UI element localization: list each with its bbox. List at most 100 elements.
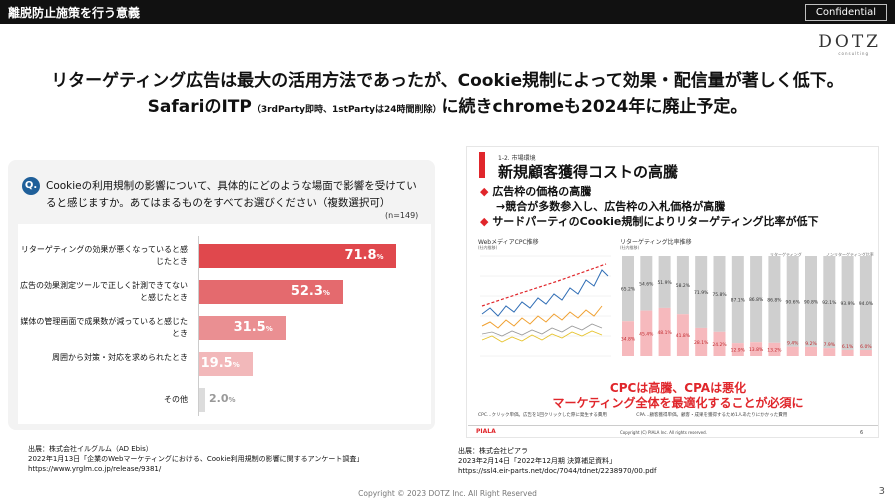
diamond-icon: ◆ — [480, 185, 489, 198]
retarget-label: 13.8% — [749, 347, 764, 353]
retarget-segment — [750, 342, 763, 356]
legend-non-retarget: ノンリターゲティング比率 — [826, 252, 874, 257]
bar-value-unit: % — [265, 325, 273, 333]
bullet-1: ◆ 広告枠の価格の高騰 — [480, 183, 591, 199]
non-retarget-segment — [750, 256, 763, 343]
bar-label: 媒体の管理画面で成果数が減っていると感じたとき — [20, 317, 188, 338]
source-right-line-2: 2023年2月14日「2022年12月期 決算補足資料」 — [458, 457, 617, 465]
sample-size: (n=149) — [385, 211, 419, 220]
retarget-segment — [786, 346, 799, 356]
bullet-2-text: サードパーティのCookie規制によりリターゲティング比率が低下 — [492, 215, 819, 228]
bar-value-number: 71.8 — [344, 248, 377, 263]
confidential-badge: Confidential — [805, 4, 887, 21]
non-retarget-label: 90.6% — [786, 299, 801, 305]
bar — [199, 244, 397, 268]
survey-question: Cookieの利用規制の影響について、具体的にどのような場面で影響を受けていると… — [46, 180, 417, 209]
non-retarget-segment — [640, 256, 653, 311]
retarget-chart-unit: (社内推移) — [620, 245, 640, 250]
retarget-label: 34.8% — [621, 337, 636, 343]
bar-value-unit: % — [322, 289, 330, 297]
source-left-line-3: https://www.yrglm.co.jp/release/9381/ — [28, 465, 162, 473]
retarget-segment — [823, 348, 836, 356]
headline-line-1: リターゲティング広告は最大の活用方法であったが、Cookie規制によって効果・配… — [51, 71, 844, 91]
bullet-1-sub: →競合が多数参入し、広告枠の入札価格が高騰 — [496, 200, 726, 213]
non-retarget-segment — [713, 256, 726, 332]
non-retarget-label: 71.9% — [694, 290, 709, 296]
non-retarget-label: 54.6% — [639, 281, 654, 287]
headline-chrome: に続きchromeも2024年に廃止予定。 — [441, 97, 748, 117]
retarget-segment — [676, 314, 689, 356]
non-retarget-segment — [658, 256, 671, 308]
non-retarget-segment — [786, 256, 799, 347]
retarget-label: 48.1% — [657, 330, 672, 336]
retarget-chart-title: リターゲティング比率推移 — [620, 239, 692, 246]
retarget-label: 28.1% — [694, 340, 709, 346]
non-retarget-segment — [805, 256, 817, 347]
bar — [199, 352, 253, 376]
callout-line-2: マーケティング全体を最適化することが必須に — [552, 396, 804, 410]
non-retarget-segment — [859, 256, 872, 350]
headline-line-2: SafariのITP（3rdParty即時、1stPartyは24時間削除）に続… — [0, 92, 895, 117]
red-accent-bar — [479, 152, 485, 178]
note-cpc: CPC…クリック単価。広告を1回クリックした際に発生する費用 — [478, 413, 607, 418]
retarget-segment — [622, 321, 634, 356]
note-cpa: CPA…顧客獲得単価。顧客・成果を獲得するため1人あたりにかかった費用 — [636, 413, 788, 418]
bar-value-label: 52.3% — [291, 284, 330, 299]
headline-itp-note: （3rdParty即時、1stPartyは24時間削除） — [251, 105, 442, 115]
bar-value-number: 2.0 — [209, 392, 229, 405]
embedded-title: 新規顧客獲得コストの高騰 — [498, 163, 679, 181]
source-right-line-3: https://ssl4.eir-parts.net/doc/7044/tdne… — [458, 467, 657, 475]
retarget-segment — [731, 343, 744, 356]
retarget-segment — [841, 349, 854, 356]
bar-value-unit: % — [232, 361, 240, 369]
cpc-line-chart — [480, 255, 611, 357]
retarget-segment — [859, 350, 872, 356]
non-retarget-label: 87.1% — [731, 298, 746, 304]
source-left-line-1: 出展：株式会社イルグルム（AD Ebis） — [28, 445, 153, 453]
retarget-segment — [713, 331, 726, 356]
legend-retarget: リターゲティング — [770, 252, 802, 257]
cpc-series-orange — [481, 305, 603, 329]
bar-value-unit: % — [228, 396, 236, 404]
slide-title: 離脱防止施策を行う意義 — [8, 6, 141, 20]
retarget-segment — [640, 310, 653, 356]
retarget-label: 41.8% — [676, 333, 691, 339]
non-retarget-label: 58.2% — [676, 283, 691, 289]
retarget-label: 24.2% — [712, 342, 727, 348]
retarget-segment — [768, 342, 781, 356]
cpc-chart-title: WebメディアCPC推移 — [478, 239, 539, 246]
retarget-segment — [805, 346, 817, 356]
non-retarget-label: 90.8% — [804, 299, 819, 305]
retarget-label: 6.1% — [842, 344, 854, 350]
cpc-trend-line — [481, 263, 607, 307]
bar-value-label: 31.5% — [234, 320, 273, 335]
non-retarget-label: 65.2% — [621, 287, 636, 293]
source-left: 出展：株式会社イルグルム（AD Ebis） 2022年1月13日「企業のWebマ… — [28, 444, 363, 474]
bar-value-number: 31.5 — [233, 320, 266, 335]
retarget-segment — [658, 307, 671, 356]
non-retarget-label: 75.8% — [712, 292, 727, 298]
callout-line-1: CPCは高騰、CPAは悪化 — [609, 381, 747, 395]
retarget-stacked-chart: 65.2% 34.8% 54.6% 45.4% 51.9% 48.1% 58.2% 41.8%… — [621, 256, 874, 356]
headline-safari-itp: SafariのITP — [147, 97, 252, 117]
non-retarget-label: 51.9% — [657, 280, 672, 286]
bar-value-unit: % — [376, 253, 384, 261]
dotz-logo: DOTZ — [818, 32, 881, 52]
bar — [199, 316, 286, 340]
bar-label: 広告の効果測定ツールで正しく計測できてないと感じたとき — [20, 281, 188, 302]
non-retarget-segment — [841, 256, 854, 350]
cpc-series-blue — [481, 269, 609, 317]
non-retarget-label: 86.8% — [767, 297, 782, 303]
retarget-label: 13.2% — [767, 347, 782, 353]
cpc-chart-unit: (社内推移) — [478, 245, 498, 250]
diamond-icon: ◆ — [480, 215, 489, 228]
bar-label: 周囲から対策・対応を求められたとき — [52, 353, 188, 362]
footer-copyright: Copyright © 2023 DOTZ Inc. All Right Res… — [358, 489, 537, 498]
bar-value-number: 19.5 — [200, 356, 233, 371]
retarget-label: 9.4% — [787, 341, 799, 347]
non-retarget-segment — [731, 256, 744, 344]
bullet-1-text: 広告枠の価格の高騰 — [492, 185, 592, 198]
source-right-line-1: 出展：株式会社ピアラ — [458, 447, 528, 455]
cpc-series-gray — [481, 323, 603, 337]
source-right: 出展：株式会社ピアラ 2023年2月14日「2022年12月期 決算補足資料」 … — [458, 446, 656, 476]
